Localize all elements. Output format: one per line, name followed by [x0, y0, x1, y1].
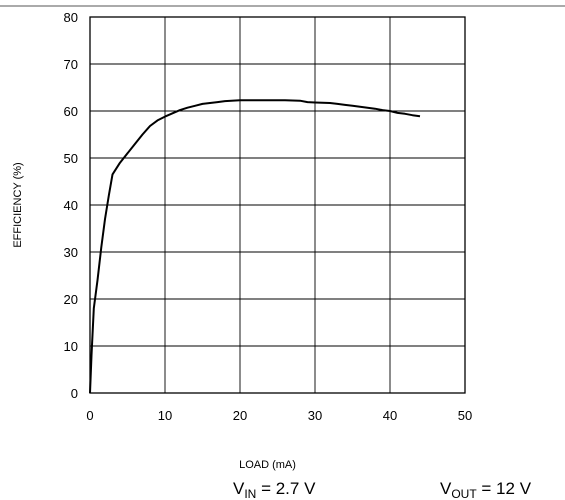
x-tick-label-0: 0 [86, 408, 93, 423]
y-tick-label-10: 10 [64, 339, 78, 354]
x-tick-label-40: 40 [383, 408, 397, 423]
y-tick-label-20: 20 [64, 292, 78, 307]
y-tick-label-60: 60 [64, 104, 78, 119]
vin-value: = 2.7 V [256, 479, 316, 498]
efficiency-series-line [89, 99, 421, 394]
vin-symbol: V [233, 479, 245, 498]
y-tick-label-80: 80 [64, 10, 78, 25]
grid [89, 16, 466, 394]
x-tick-label-20: 20 [233, 408, 247, 423]
vout-condition-label: VOUT = 12 V [440, 479, 532, 500]
x-tick-labels: 0 10 20 30 40 50 [86, 408, 472, 423]
y-axis-label: EFFICIENCY (%) [12, 162, 24, 247]
vin-subscript: IN [244, 487, 256, 500]
vout-symbol: V [440, 479, 452, 498]
y-tick-label-50: 50 [64, 151, 78, 166]
x-tick-label-10: 10 [158, 408, 172, 423]
y-tick-label-40: 40 [64, 198, 78, 213]
vout-value: = 12 V [477, 479, 532, 498]
y-tick-label-70: 70 [64, 57, 78, 72]
vin-condition-label: VIN = 2.7 V [233, 479, 316, 500]
y-tick-label-30: 30 [64, 245, 78, 260]
x-axis-label: LOAD (mA) [239, 459, 296, 471]
x-tick-label-30: 30 [308, 408, 322, 423]
x-tick-label-50: 50 [458, 408, 472, 423]
plot-frame [89, 16, 466, 394]
y-tick-labels: 0 10 20 30 40 50 60 70 80 [64, 10, 78, 401]
vout-subscript: OUT [451, 487, 477, 500]
y-tick-label-0: 0 [71, 386, 78, 401]
